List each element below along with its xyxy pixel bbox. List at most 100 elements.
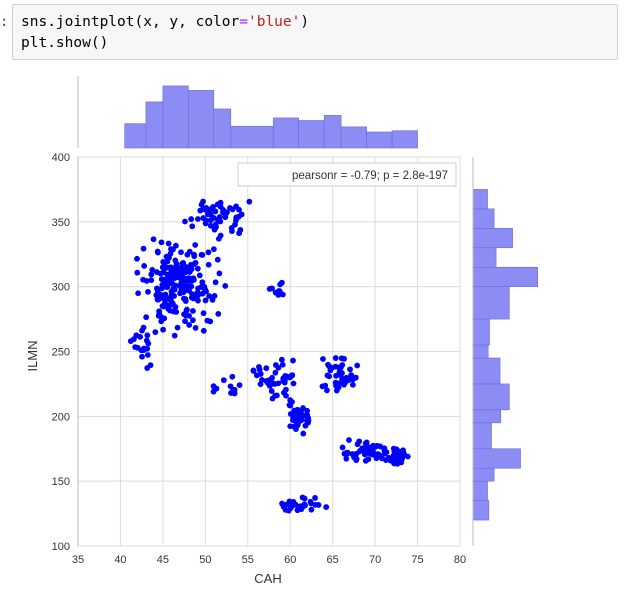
scatter-point [140, 324, 147, 331]
scatter-point [259, 377, 265, 383]
scatter-point [338, 355, 345, 362]
scatter-point [182, 298, 189, 304]
scatter-point [346, 377, 353, 383]
scatter-point [332, 363, 339, 370]
scatter-point [200, 198, 206, 205]
scatter-point [178, 249, 184, 256]
scatter-point [215, 235, 222, 242]
scatter-point [381, 447, 388, 453]
scatter-point [283, 392, 289, 399]
x-tick-label: 50 [199, 554, 211, 566]
scatter-point [190, 308, 196, 314]
y-tick-label: 400 [52, 152, 70, 164]
x-hist-bar [298, 120, 325, 149]
scatter-point [379, 455, 385, 462]
y-hist-bar [472, 383, 510, 411]
scatter-point [233, 217, 239, 224]
scatter-point [279, 361, 286, 368]
x-tick-label: 75 [411, 554, 423, 566]
scatter-point [200, 310, 207, 317]
scatter-point [145, 288, 151, 295]
scatter-point [194, 265, 201, 272]
scatter-point [167, 297, 174, 304]
scatter-point [202, 297, 209, 304]
x-hist-bar [340, 126, 367, 149]
code-cell[interactable]: sns.jointplot(x, y, color='blue') plt.sh… [12, 4, 618, 60]
scatter-point [159, 281, 166, 288]
scatter-point [180, 260, 186, 267]
y-hist-bar [472, 357, 501, 385]
y-hist-bar [472, 266, 538, 287]
scatter-point [217, 203, 224, 210]
scatter-point [302, 502, 308, 509]
y-tick-label: 150 [52, 476, 70, 488]
scatter-point [174, 324, 181, 331]
y-tick-label: 250 [52, 347, 70, 359]
y-axis-label: ILMN [25, 340, 40, 371]
x-hist-bar [162, 85, 189, 149]
scatter-point [326, 373, 333, 380]
scatter-point [144, 332, 151, 339]
code-line1-post: ) [300, 14, 310, 30]
scatter-point [194, 289, 201, 296]
x-tick-label: 40 [114, 554, 126, 566]
scatter-point [374, 442, 381, 449]
x-hist-bar [272, 117, 300, 149]
scatter-point [216, 270, 223, 277]
scatter-point [213, 385, 220, 392]
scatter-points [127, 198, 411, 514]
scatter-point [143, 314, 150, 321]
code-editor[interactable]: sns.jointplot(x, y, color='blue') plt.sh… [21, 12, 309, 54]
scatter-point [144, 352, 151, 358]
scatter-point [153, 269, 160, 275]
scatter-point [143, 278, 150, 284]
scatter-point [155, 289, 161, 296]
scatter-point [206, 209, 213, 216]
x-tick-label: 45 [157, 554, 169, 566]
scatter-point [192, 325, 199, 331]
scatter-point [327, 367, 334, 374]
scatter-point [210, 246, 217, 253]
scatter-point [210, 215, 217, 221]
scatter-point [211, 292, 218, 299]
scatter-point [370, 448, 376, 455]
annotation-box [237, 162, 457, 187]
scatter-point [290, 380, 297, 387]
scatter-point [194, 216, 201, 222]
code-line2: plt.show() [21, 35, 109, 51]
scatter-point [236, 382, 243, 389]
scatter-point [130, 336, 137, 343]
scatter-point [288, 372, 295, 379]
y-hist-bar [472, 318, 490, 346]
scatter-gridlines [77, 156, 461, 547]
scatter-point [181, 282, 188, 288]
scatter-point [215, 311, 222, 317]
scatter-point [135, 290, 141, 297]
scatter-point [188, 216, 195, 222]
scatter-point [162, 259, 169, 266]
scatter-point [186, 322, 193, 328]
scatter-point [257, 371, 264, 377]
scatter-point [339, 370, 345, 376]
scatter-point [167, 307, 174, 314]
scatter-point [217, 218, 224, 225]
scatter-point [203, 205, 210, 211]
scatter-point [144, 365, 151, 371]
scatter-point [343, 455, 350, 462]
x-hist-bar [230, 125, 274, 149]
y-tick-label: 300 [52, 282, 70, 294]
scatter-point [165, 240, 172, 247]
scatter-point [185, 275, 192, 282]
scatter-point [290, 357, 296, 364]
scatter-point [173, 264, 180, 271]
scatter-point [324, 387, 330, 394]
scatter-point [200, 327, 207, 334]
scatter-point [205, 261, 212, 268]
scatter-point [283, 386, 289, 393]
scatter-point [333, 382, 339, 389]
scatter-point [134, 255, 140, 262]
scatter-point [197, 207, 204, 214]
scatter-point [398, 459, 405, 466]
scatter-point [390, 452, 397, 459]
scatter-point [385, 454, 392, 461]
